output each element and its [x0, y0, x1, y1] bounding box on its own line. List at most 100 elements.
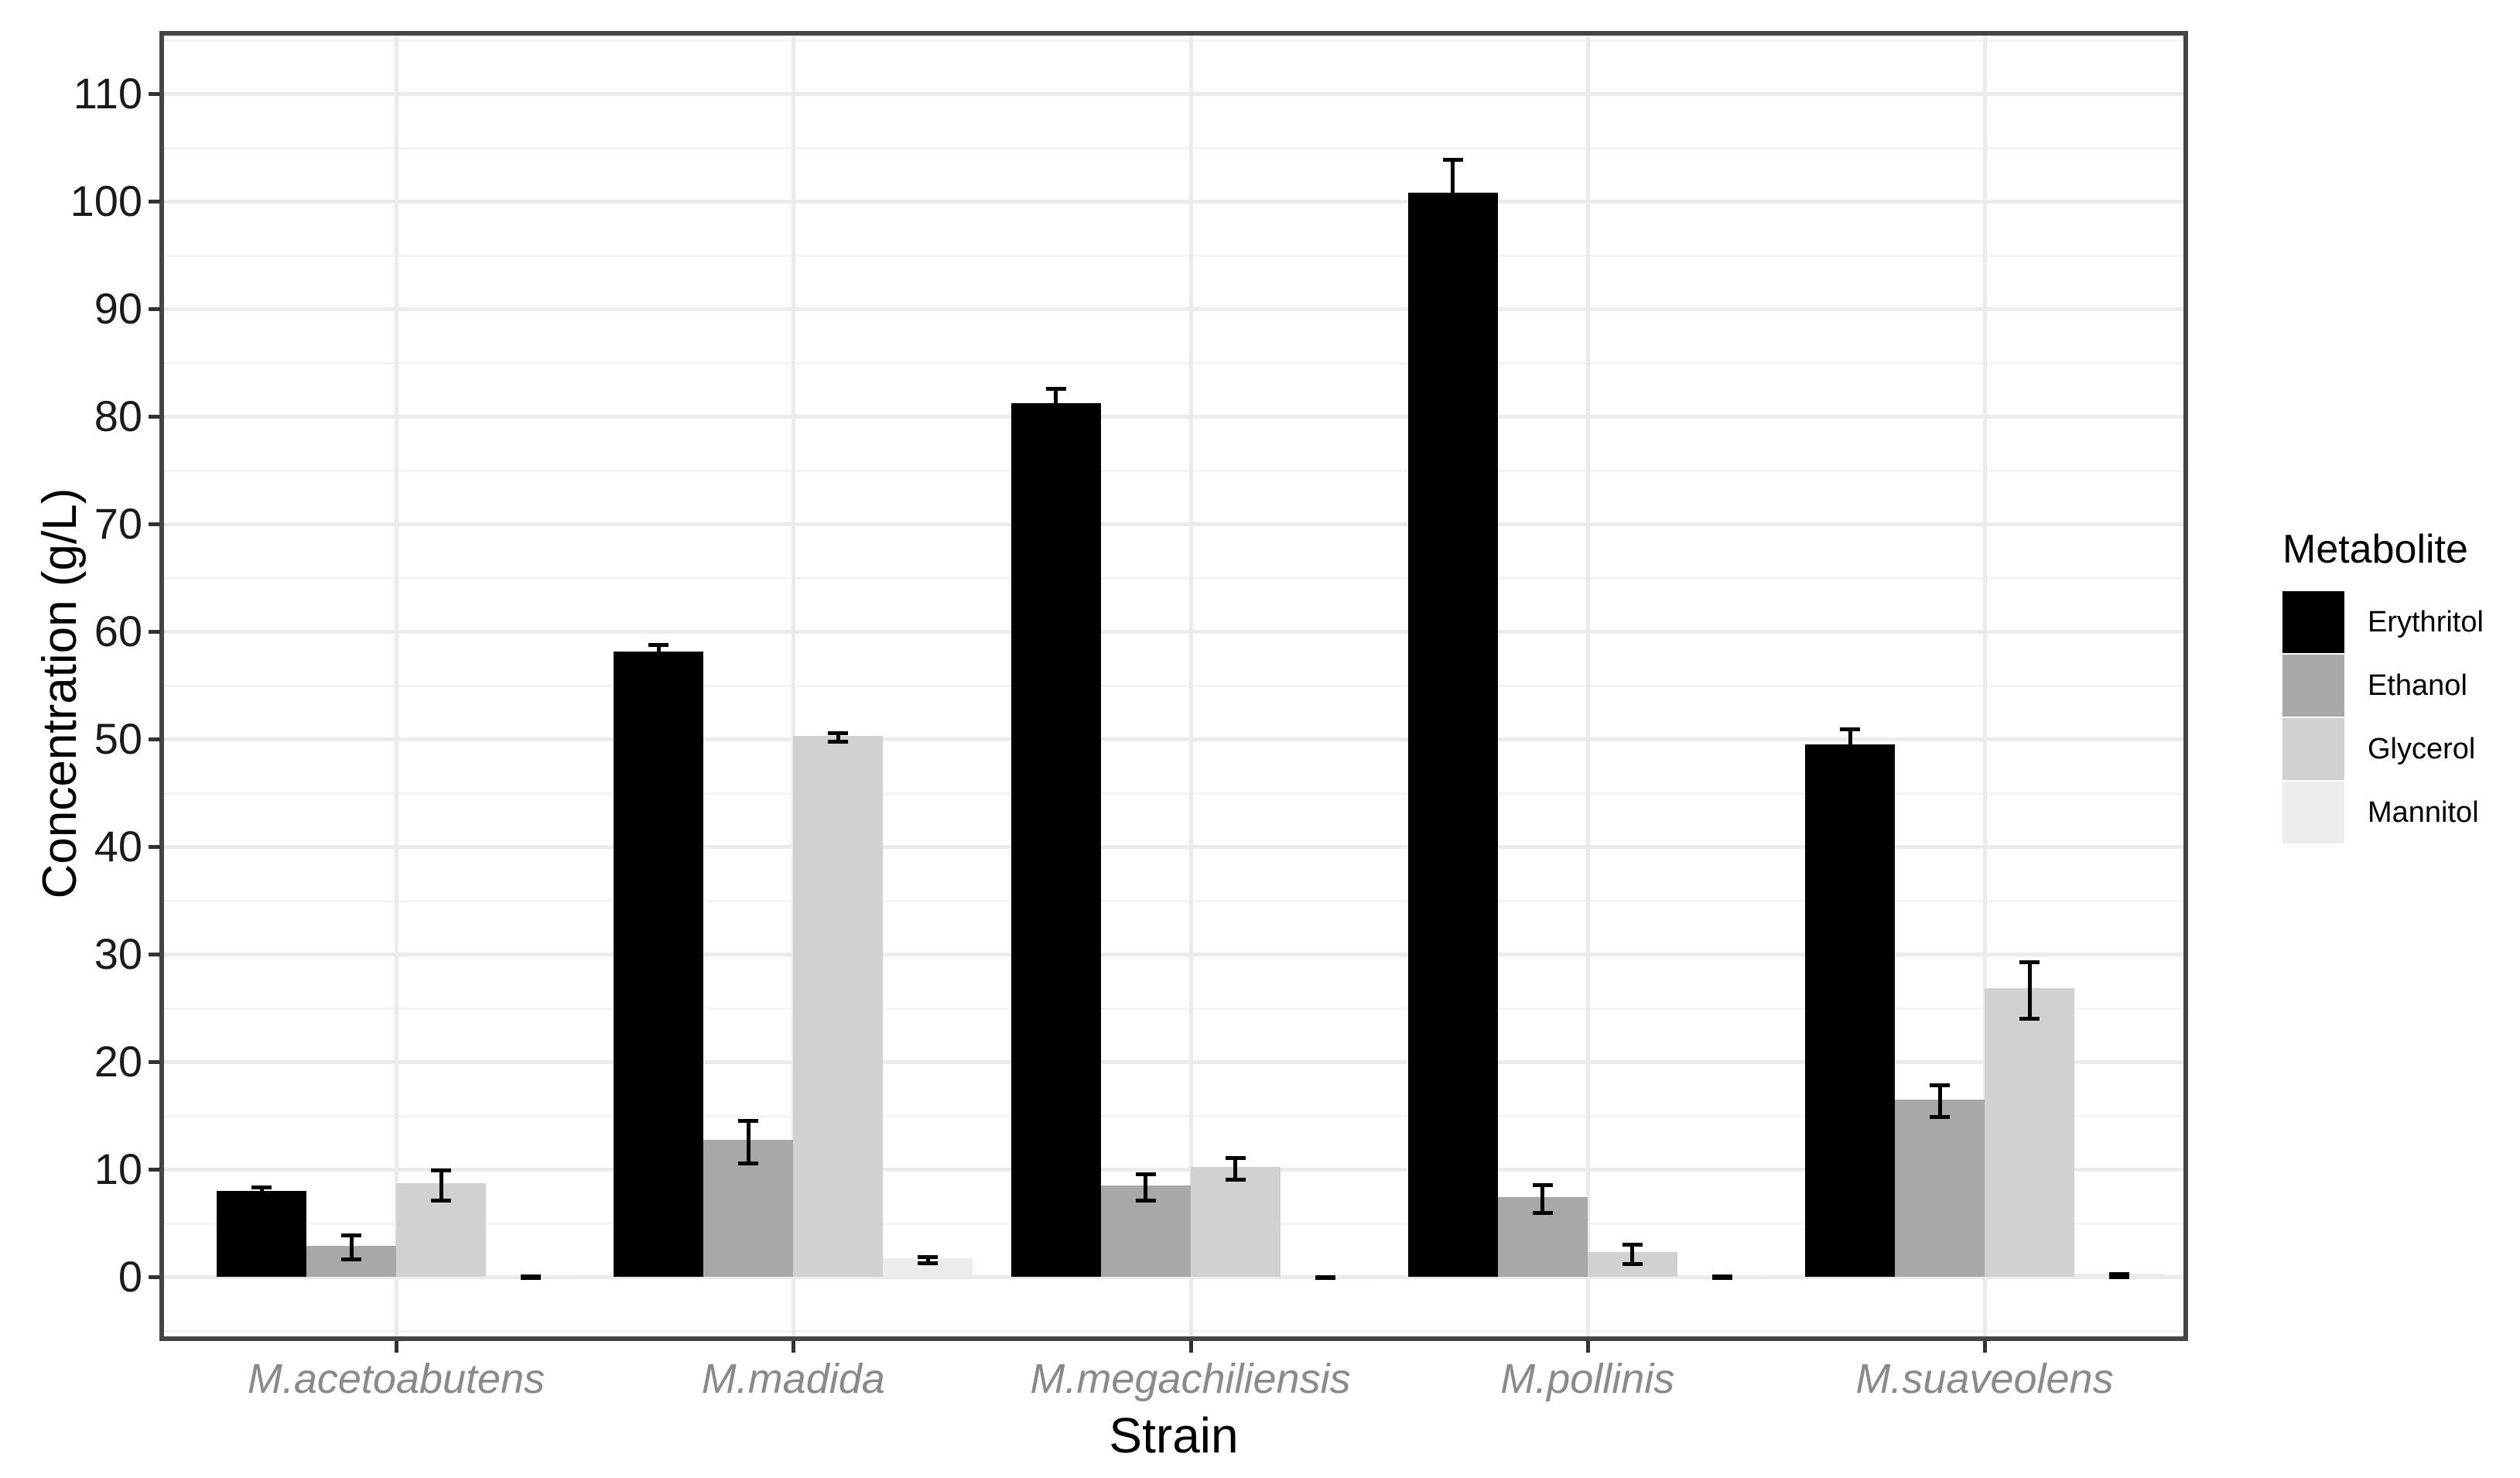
error-bar-line [439, 1168, 443, 1203]
y-axis-tick [149, 845, 160, 849]
gridline-major [164, 737, 2183, 741]
y-tick-label: 90 [94, 284, 142, 333]
error-bar-line [1848, 727, 1852, 766]
error-bar [918, 1254, 939, 1265]
gridline-major [164, 200, 2183, 204]
y-tick-label: 20 [94, 1037, 142, 1086]
x-axis-tick [1188, 1341, 1193, 1353]
y-tick-label: 80 [94, 392, 142, 440]
error-bar [1622, 1242, 1643, 1266]
gridline-vertical [1188, 36, 1193, 1336]
y-axis-tick [149, 92, 160, 96]
gridline-minor [164, 684, 2183, 687]
gridline-major [164, 415, 2183, 419]
bar [1985, 988, 2074, 1277]
x-axis-tick [1983, 1341, 1987, 1353]
error-bar-line [1720, 1274, 1725, 1281]
y-tick-label: 50 [94, 714, 142, 763]
gridline-minor [164, 254, 2183, 257]
error-bar [1315, 1274, 1335, 1281]
gridline-vertical [395, 36, 398, 1336]
error-bar-line [1630, 1242, 1635, 1266]
error-bar-line [746, 1118, 751, 1166]
error-bar-line [1323, 1274, 1327, 1281]
error-bar [1532, 1183, 1553, 1216]
gridline-minor [164, 146, 2183, 149]
error-bar [828, 731, 849, 744]
gridline-minor [164, 1114, 2183, 1117]
y-axis-tick [149, 1060, 160, 1064]
gridline-minor [164, 899, 2183, 902]
gridline-major [164, 307, 2183, 311]
gridline-minor [164, 361, 2183, 364]
x-tick-label: M.madida [701, 1356, 885, 1402]
x-tick-label: M.megachiliensis [1030, 1356, 1351, 1402]
x-axis-tick [395, 1341, 398, 1353]
y-tick-label: 0 [118, 1252, 142, 1301]
bar [1805, 744, 1895, 1277]
y-tick-label: 100 [70, 176, 142, 225]
gridline-major [164, 630, 2183, 634]
error-bar [251, 1185, 272, 1200]
y-tick-label: 60 [94, 607, 142, 655]
error-bar-line [1540, 1183, 1545, 1216]
gridline-minor [164, 1329, 2183, 1333]
error-bar-line [836, 731, 840, 744]
error-bar [341, 1233, 361, 1261]
x-axis-tick [1585, 1341, 1590, 1353]
gridline-minor [164, 1007, 2183, 1010]
bar [1895, 1099, 1985, 1277]
y-tick-label: 70 [94, 499, 142, 548]
error-bar [1930, 1083, 1950, 1120]
error-bar [1840, 727, 1860, 766]
gridline-major [164, 1060, 2183, 1064]
error-bar [2019, 960, 2040, 1021]
error-bar [1225, 1156, 1246, 1182]
legend-label: Ethanol [2368, 669, 2467, 702]
bar [614, 652, 704, 1277]
error-bar-line [656, 643, 661, 665]
legend-item: Erythritol [2282, 591, 2520, 653]
error-bar-line [1054, 387, 1058, 424]
error-bar [521, 1274, 541, 1281]
error-bar [738, 1118, 759, 1166]
legend-title: Metabolite [2282, 527, 2468, 572]
legend-items: Erythritol Ethanol Glycerol Mannitol [2282, 591, 2520, 843]
error-bar [1442, 158, 1463, 231]
error-bar-line [1233, 1156, 1237, 1182]
error-bar-line [2117, 1271, 2122, 1279]
legend-swatch [2282, 591, 2344, 653]
error-bar-line [2027, 960, 2032, 1021]
gridline-vertical [1983, 36, 1987, 1336]
legend-item: Ethanol [2282, 655, 2520, 717]
error-bar [1135, 1172, 1156, 1203]
legend-swatch [2282, 782, 2344, 843]
error-bar-line [925, 1254, 930, 1265]
legend-label: Erythritol [2368, 605, 2484, 638]
y-axis-tick [149, 1168, 160, 1172]
y-axis-tick [149, 307, 160, 311]
legend-label: Mannitol [2368, 795, 2479, 829]
bar [1190, 1167, 1281, 1277]
y-axis-tick [149, 1275, 160, 1279]
bar [217, 1190, 306, 1277]
bar [793, 735, 884, 1277]
error-bar [1045, 387, 1066, 424]
gridline-major [164, 1168, 2183, 1172]
y-tick-label: 110 [73, 69, 142, 118]
gridline-vertical [792, 36, 796, 1336]
gridline-major [164, 522, 2183, 526]
error-bar-line [349, 1233, 354, 1261]
legend: Metabolite Erythritol Ethanol Glycerol Mann… [2282, 528, 2520, 845]
y-axis-tick [149, 630, 160, 634]
gridline-major [164, 953, 2183, 956]
error-bar [648, 643, 669, 665]
gridline-major [164, 845, 2183, 849]
error-bar [2109, 1271, 2129, 1279]
y-axis-tick [149, 737, 160, 741]
legend-item: Mannitol [2282, 782, 2520, 843]
bar [1407, 192, 1498, 1277]
y-axis-tick [149, 953, 160, 956]
y-axis-tick [149, 200, 160, 204]
x-axis-tick [792, 1341, 796, 1353]
